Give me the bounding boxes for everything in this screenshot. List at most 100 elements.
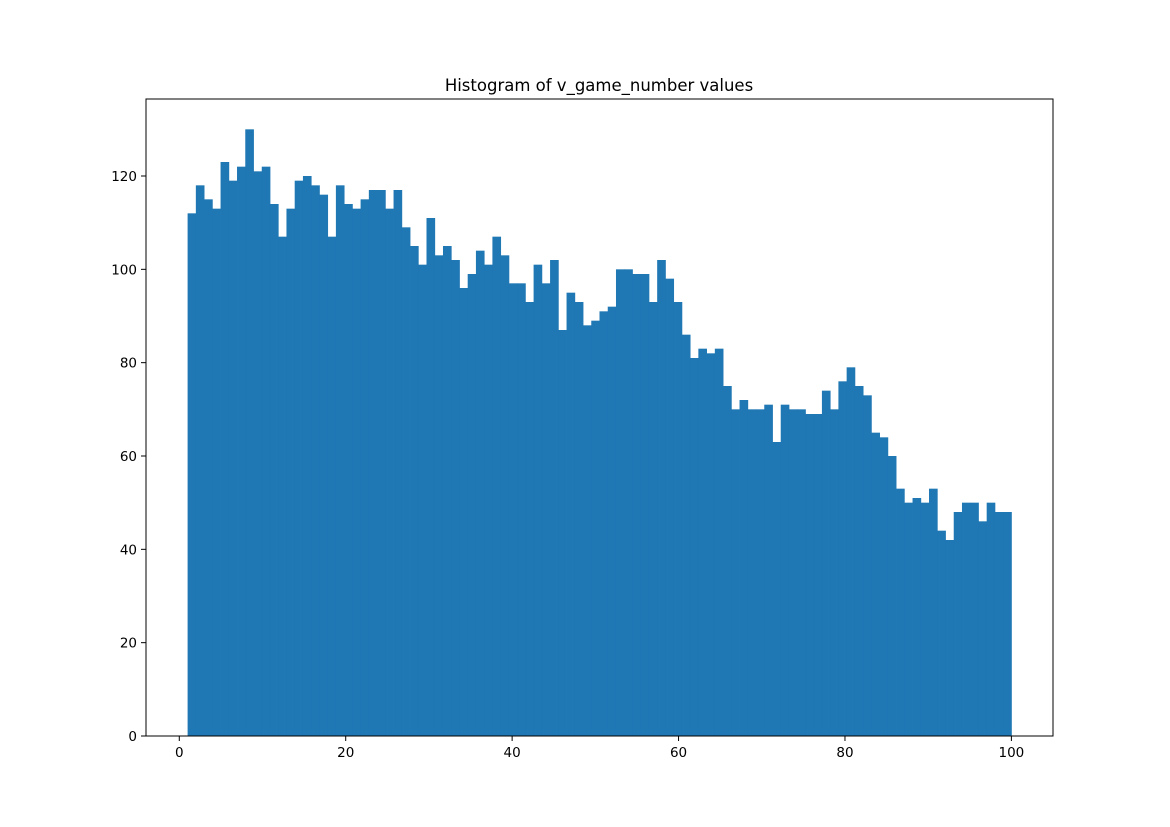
histogram-bar bbox=[912, 498, 922, 736]
histogram-bar bbox=[434, 255, 444, 736]
histogram-bar bbox=[1003, 512, 1012, 736]
histogram-bar bbox=[500, 255, 510, 736]
y-tick-label: 60 bbox=[120, 449, 137, 465]
x-tick-label: 0 bbox=[175, 745, 184, 761]
histogram-bar bbox=[541, 283, 551, 736]
histogram-bar bbox=[245, 129, 254, 736]
x-tick-label: 100 bbox=[999, 745, 1025, 761]
histogram-bar bbox=[838, 381, 848, 736]
histogram-bar bbox=[607, 306, 617, 736]
histogram-bar bbox=[566, 292, 576, 736]
histogram-bar bbox=[624, 269, 633, 736]
histogram-bar bbox=[846, 367, 856, 736]
histogram-bar bbox=[410, 246, 419, 736]
histogram-bar bbox=[294, 180, 304, 737]
histogram-bar bbox=[204, 199, 213, 736]
x-tick-label: 20 bbox=[337, 745, 354, 761]
histogram-bar bbox=[830, 409, 839, 736]
histogram-bar bbox=[261, 166, 271, 737]
x-axis-ticks: 0 20 40 60 80 100 bbox=[175, 736, 1024, 761]
histogram-bar bbox=[681, 334, 691, 736]
histogram-bar bbox=[640, 274, 650, 736]
histogram-bar bbox=[187, 213, 197, 736]
histogram-bar bbox=[854, 386, 864, 736]
y-tick-label: 120 bbox=[111, 169, 137, 185]
histogram-bar bbox=[228, 180, 238, 737]
histogram-bar bbox=[648, 302, 658, 736]
histogram-bar bbox=[632, 274, 642, 736]
histogram-bar bbox=[994, 512, 1004, 736]
histogram-bar bbox=[961, 502, 971, 736]
histogram-bar bbox=[731, 409, 740, 736]
histogram-bar bbox=[599, 311, 609, 736]
histogram-bar bbox=[237, 166, 246, 737]
histogram-bar bbox=[269, 204, 279, 736]
histogram-bar bbox=[319, 194, 329, 737]
histogram-bar bbox=[657, 260, 666, 736]
histogram-bar bbox=[714, 348, 724, 736]
histogram-bar bbox=[335, 185, 345, 736]
histogram-bar bbox=[393, 190, 403, 736]
histogram-bar bbox=[525, 302, 534, 736]
histogram-bar bbox=[195, 185, 205, 736]
histogram-bar bbox=[467, 274, 477, 736]
y-tick-label: 40 bbox=[120, 542, 137, 558]
histogram-bar bbox=[945, 540, 955, 736]
histogram-bar bbox=[385, 208, 394, 737]
histogram-bar bbox=[442, 246, 452, 736]
histogram-bar bbox=[780, 404, 790, 736]
histogram-bar bbox=[327, 236, 337, 737]
histogram-bar bbox=[986, 502, 996, 736]
histogram-bar bbox=[896, 488, 905, 736]
histogram-bar bbox=[368, 190, 378, 736]
histogram-bar bbox=[418, 264, 427, 736]
x-tick-label: 80 bbox=[836, 745, 853, 761]
histogram-bar bbox=[797, 409, 806, 736]
histogram-bar bbox=[813, 414, 823, 736]
histogram-bar bbox=[352, 208, 361, 737]
histogram-bar bbox=[879, 437, 889, 736]
histogram-bar bbox=[311, 185, 320, 736]
histogram-bar bbox=[574, 302, 584, 736]
x-tick-label: 40 bbox=[504, 745, 521, 761]
histogram-bar bbox=[550, 260, 559, 736]
histogram-bar bbox=[344, 204, 353, 736]
histogram-bar bbox=[517, 283, 526, 736]
histogram-bar bbox=[920, 502, 930, 736]
histogram-bar bbox=[558, 330, 567, 736]
x-tick-label: 60 bbox=[670, 745, 687, 761]
histogram-bar bbox=[788, 409, 798, 736]
histogram-bar bbox=[673, 302, 683, 736]
histogram-bar bbox=[475, 250, 485, 737]
histogram-bar bbox=[953, 512, 963, 736]
histogram-bar bbox=[937, 530, 946, 736]
histogram-bar bbox=[821, 390, 831, 736]
plot-frame bbox=[145, 98, 1054, 737]
histogram-bar bbox=[508, 283, 518, 736]
histogram-bar bbox=[887, 456, 897, 736]
histogram-bar bbox=[484, 264, 493, 736]
histogram-bar bbox=[583, 325, 592, 736]
histogram-bar bbox=[615, 269, 625, 736]
y-tick-label: 100 bbox=[111, 262, 137, 278]
histogram-bar bbox=[805, 414, 815, 736]
histogram-bar bbox=[904, 502, 913, 736]
histogram-bar bbox=[772, 442, 782, 736]
histogram-bar bbox=[970, 502, 979, 736]
histogram-bar bbox=[698, 348, 707, 736]
histogram-bar bbox=[723, 386, 732, 736]
histogram-bar bbox=[286, 208, 296, 737]
histogram-bar bbox=[533, 264, 543, 736]
y-axis-ticks: 0 20 40 60 80 100 120 bbox=[111, 169, 146, 745]
histogram-bar bbox=[739, 400, 749, 736]
histogram-bar bbox=[377, 190, 386, 736]
histogram-bar bbox=[591, 320, 600, 736]
histogram-bar bbox=[451, 260, 460, 736]
histogram-bar bbox=[401, 227, 411, 736]
histogram-bar bbox=[426, 218, 436, 736]
histogram-bar bbox=[871, 432, 880, 736]
histogram-bar bbox=[706, 353, 716, 736]
histogram-bar bbox=[764, 404, 773, 736]
